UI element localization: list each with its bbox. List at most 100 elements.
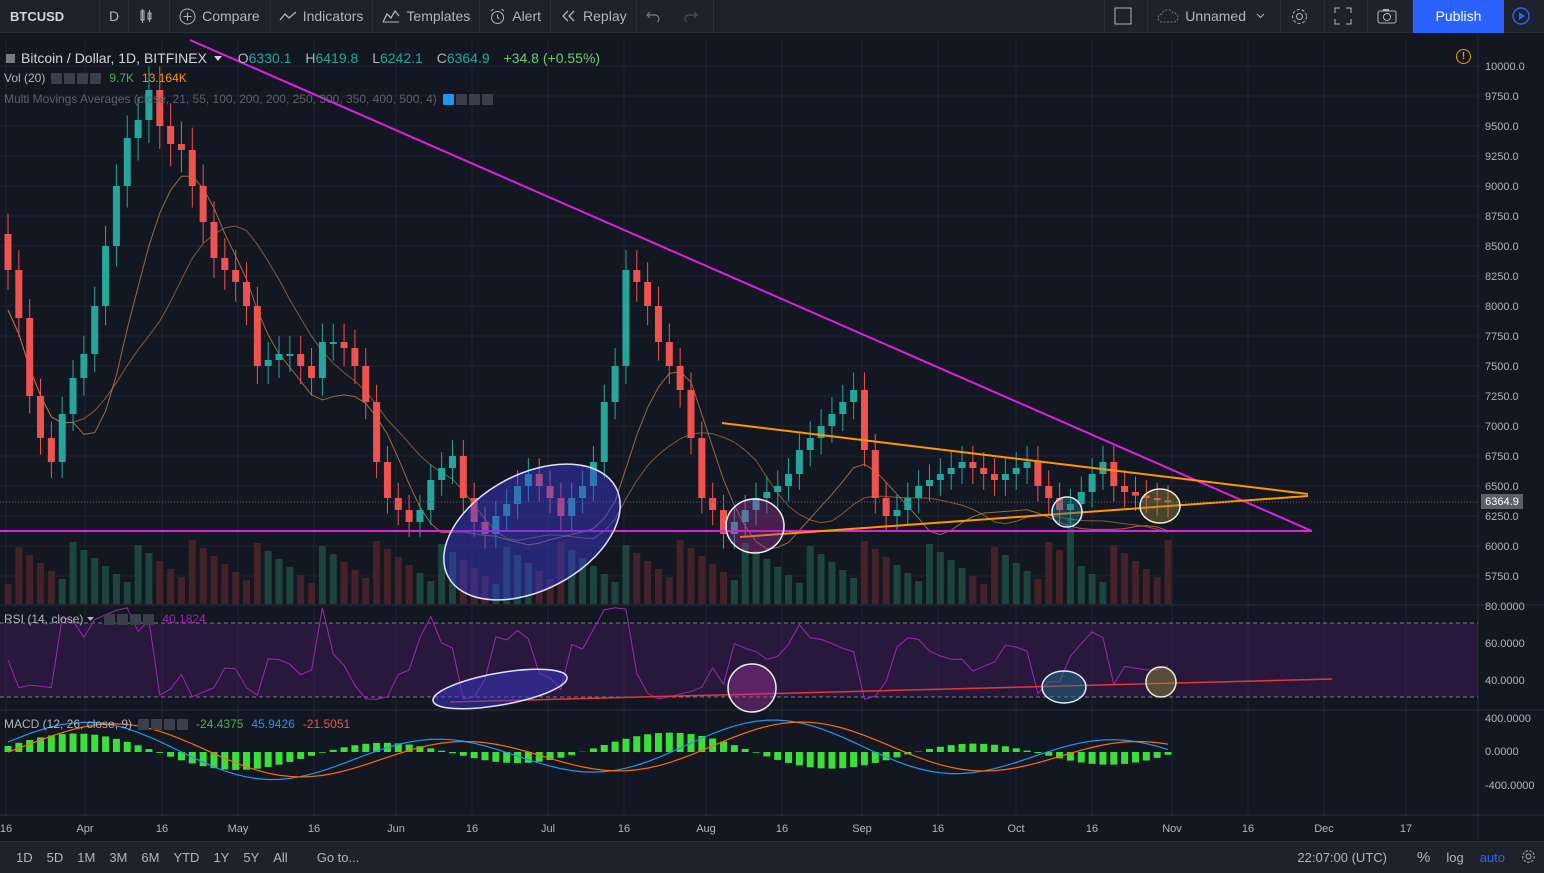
- range-button[interactable]: 5D: [46, 850, 64, 865]
- eye-icon[interactable]: [442, 93, 454, 105]
- macd-histogram-bar: [102, 736, 110, 752]
- macd-histogram-bar: [156, 752, 164, 753]
- price-axis-label: 8250.0: [1485, 271, 1519, 283]
- macd-histogram-bar: [394, 743, 402, 752]
- log-toggle[interactable]: log: [1446, 850, 1464, 865]
- rsi-axis-label: 60.0000: [1485, 638, 1525, 650]
- range-button[interactable]: 1M: [77, 850, 96, 865]
- range-button[interactable]: 6M: [141, 850, 160, 865]
- candle-body: [817, 426, 825, 438]
- macd-buttons[interactable]: [138, 718, 190, 730]
- replay-label: Replay: [583, 8, 627, 24]
- macd-line: [7, 719, 1169, 781]
- candle-body: [373, 402, 381, 462]
- range-button[interactable]: 1Y: [213, 850, 230, 865]
- replay-button[interactable]: Replay: [551, 0, 637, 33]
- interval-button[interactable]: D: [100, 0, 130, 33]
- scale-settings-button[interactable]: [1513, 849, 1544, 867]
- volume-bar: [925, 544, 933, 604]
- gear-small-icon[interactable]: [151, 718, 163, 730]
- redo-button[interactable]: [675, 0, 714, 33]
- macd-histogram-bar: [492, 752, 500, 762]
- rsi-trendline: [449, 678, 1333, 703]
- volume-bar: [1088, 574, 1096, 604]
- snapshot-button[interactable]: [1368, 0, 1413, 33]
- macd-histogram-bar: [557, 752, 565, 758]
- settings-button[interactable]: [1281, 0, 1325, 33]
- close-small-icon[interactable]: [143, 613, 155, 625]
- macd-histogram-bar: [232, 752, 240, 770]
- chart-canvas[interactable]: 10000.0 9750.0 9500.0 9250.0 9000.0 8750.0 850…: [0, 34, 1544, 840]
- candle-body: [26, 318, 34, 396]
- macd-histogram-bar: [503, 752, 511, 763]
- publish-button[interactable]: Publish: [1413, 0, 1504, 33]
- candle-body: [351, 348, 359, 366]
- candle-body: [340, 342, 348, 348]
- close-small-icon[interactable]: [177, 718, 189, 730]
- candle-body: [210, 222, 218, 258]
- volume-bar: [253, 543, 261, 604]
- candle-body: [546, 486, 554, 498]
- range-button[interactable]: 5Y: [243, 850, 260, 865]
- layout-name-button[interactable]: Unnamed: [1148, 0, 1281, 33]
- candle-body: [503, 504, 511, 516]
- symbol-search[interactable]: BTCUSD: [0, 0, 100, 33]
- close-small-icon[interactable]: [90, 72, 102, 84]
- candle-body: [91, 306, 99, 354]
- range-button[interactable]: 1D: [16, 850, 33, 865]
- range-button[interactable]: All: [273, 850, 288, 865]
- templates-button[interactable]: Templates: [373, 0, 481, 33]
- time-axis-label: Oct: [1007, 823, 1024, 835]
- rsi-buttons[interactable]: [104, 613, 156, 625]
- delete-icon[interactable]: [77, 72, 89, 84]
- fullscreen-icon: [1334, 7, 1352, 25]
- main-legend: Bitcoin / Dollar, 1D, BITFINEX O6330.1 H…: [6, 50, 600, 66]
- eye-icon[interactable]: [138, 718, 150, 730]
- eye-icon[interactable]: [104, 613, 116, 625]
- delete-icon[interactable]: [130, 613, 142, 625]
- candle-body: [286, 354, 294, 356]
- gear-small-icon[interactable]: [117, 613, 129, 625]
- volume-bar: [1012, 563, 1020, 604]
- undo-button[interactable]: [637, 0, 675, 33]
- volume-bar: [969, 576, 977, 604]
- candle-body: [676, 366, 684, 390]
- volume-buttons[interactable]: [51, 72, 103, 84]
- range-button[interactable]: 3M: [109, 850, 128, 865]
- percent-toggle[interactable]: %: [1416, 849, 1431, 866]
- play-button[interactable]: [1504, 0, 1544, 33]
- eye-icon[interactable]: [51, 72, 63, 84]
- volume-bar: [405, 565, 413, 604]
- candle-body: [167, 126, 175, 144]
- fullscreen-button[interactable]: [1325, 0, 1368, 33]
- volume-bar: [1023, 571, 1031, 604]
- price-axis-label: 9000.0: [1485, 181, 1519, 193]
- alert-button[interactable]: Alert: [480, 0, 552, 33]
- caret-down-icon[interactable]: [87, 617, 95, 621]
- chart-style-button[interactable]: [129, 0, 171, 33]
- volume-bar: [546, 579, 554, 604]
- warning-icon[interactable]: !: [1456, 49, 1471, 64]
- delete-icon[interactable]: [468, 93, 480, 105]
- volume-bar: [438, 544, 446, 604]
- caret-down-icon[interactable]: [213, 56, 222, 61]
- indicators-button[interactable]: Indicators: [270, 0, 374, 33]
- volume-bar: [579, 558, 587, 604]
- gear-small-icon[interactable]: [64, 72, 76, 84]
- mma-buttons[interactable]: [442, 93, 495, 105]
- delete-icon[interactable]: [164, 718, 176, 730]
- volume-bar: [871, 549, 879, 604]
- compare-button[interactable]: Compare: [170, 0, 270, 33]
- volume-bar: [860, 541, 868, 604]
- macd-histogram-bar: [622, 738, 630, 752]
- goto-button[interactable]: Go to...: [316, 850, 360, 865]
- utc-time[interactable]: 22:07:00 (UTC): [1297, 850, 1387, 865]
- auto-toggle[interactable]: auto: [1479, 850, 1505, 865]
- candle-body: [1012, 468, 1020, 474]
- layout-toggle-button[interactable]: [1104, 0, 1149, 33]
- range-button[interactable]: YTD: [173, 850, 200, 865]
- gear-small-icon[interactable]: [455, 93, 467, 105]
- macd-histogram-bar: [654, 733, 662, 752]
- chart-area[interactable]: 10000.0 9750.0 9500.0 9250.0 9000.0 8750.0 850…: [0, 34, 1544, 840]
- close-small-icon[interactable]: [481, 93, 493, 105]
